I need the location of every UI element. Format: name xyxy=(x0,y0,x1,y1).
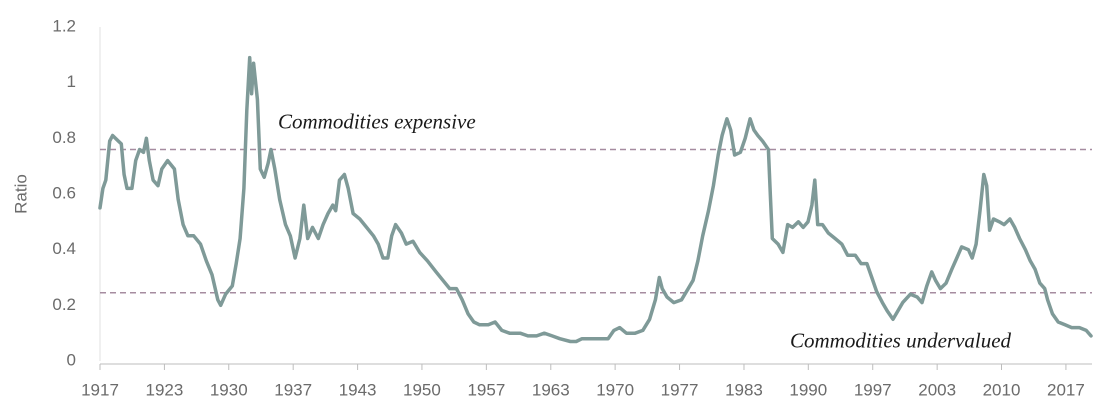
y-tick-label: 1 xyxy=(67,72,76,91)
y-tick-label: 0 xyxy=(67,350,76,369)
x-tick-label: 1930 xyxy=(210,380,248,399)
y-axis-title: Ratio xyxy=(11,174,30,214)
data-line xyxy=(98,55,1093,344)
y-tick-label: 0.8 xyxy=(52,128,76,147)
x-tick-label: 2003 xyxy=(918,380,956,399)
x-tick-label: 1943 xyxy=(339,380,377,399)
y-tick-label: 0.2 xyxy=(52,295,76,314)
x-tick-label: 1923 xyxy=(146,380,184,399)
annotation: Commodities undervalued xyxy=(790,329,1012,353)
x-tick-label: 1997 xyxy=(854,380,892,399)
x-tick-label: 1950 xyxy=(403,380,441,399)
x-tick-label: 1917 xyxy=(81,380,119,399)
y-tick-label: 0.4 xyxy=(52,239,76,258)
x-tick-label: 2010 xyxy=(983,380,1021,399)
x-tick-label: 1957 xyxy=(467,380,505,399)
x-tick-label: 1963 xyxy=(532,380,570,399)
x-tick-label: 2017 xyxy=(1047,380,1085,399)
annotation: Commodities expensive xyxy=(278,109,476,133)
x-tick-label: 1970 xyxy=(596,380,634,399)
x-tick-label: 1990 xyxy=(789,380,827,399)
x-tick-label: 1983 xyxy=(725,380,763,399)
y-tick-label: 0.6 xyxy=(52,183,76,202)
x-tick-label: 1977 xyxy=(661,380,699,399)
y-tick-label: 1.2 xyxy=(52,16,76,35)
x-tick-label: 1937 xyxy=(274,380,312,399)
